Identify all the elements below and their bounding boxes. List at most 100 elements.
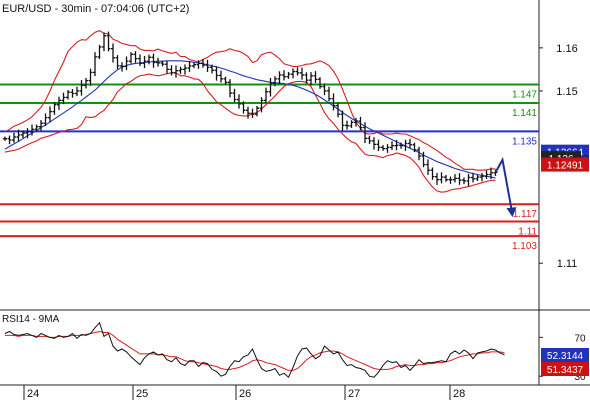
candle bbox=[277, 71, 282, 85]
candle bbox=[12, 132, 16, 143]
forecast-arrow bbox=[494, 156, 517, 218]
candle bbox=[111, 43, 115, 63]
candle bbox=[412, 142, 417, 153]
level-label: 1.147 bbox=[512, 89, 537, 100]
candle bbox=[7, 135, 12, 145]
candle bbox=[192, 62, 196, 69]
candle bbox=[268, 77, 273, 97]
candle bbox=[70, 89, 75, 98]
symbol-text: EUR/USD bbox=[2, 3, 52, 15]
badge-label: 1.12491 bbox=[547, 161, 584, 172]
price-axis-ticks: 1.16 1.15 1.11 bbox=[539, 43, 578, 270]
candle bbox=[160, 60, 165, 67]
time-text: 07:04:06 bbox=[101, 3, 144, 15]
candle bbox=[232, 88, 237, 103]
rsi-ma-line bbox=[5, 330, 505, 371]
candle bbox=[430, 167, 435, 180]
candle bbox=[318, 77, 322, 89]
candle bbox=[147, 54, 151, 65]
candle bbox=[300, 67, 304, 80]
timeframe-text: 30min bbox=[61, 3, 91, 15]
candle bbox=[349, 120, 354, 128]
badge-bg bbox=[541, 362, 589, 376]
candle bbox=[52, 102, 57, 115]
candle bbox=[129, 52, 133, 64]
candle bbox=[138, 54, 142, 67]
candle bbox=[120, 62, 124, 72]
candle bbox=[43, 113, 48, 126]
candle bbox=[124, 56, 129, 71]
candle bbox=[66, 90, 70, 100]
candle bbox=[403, 139, 408, 151]
candle bbox=[421, 151, 426, 168]
candle bbox=[255, 106, 259, 117]
price-badge-lower: 1.12491 bbox=[541, 157, 589, 172]
candle bbox=[381, 145, 385, 151]
candle bbox=[3, 136, 7, 141]
price-tick-label: 1.16 bbox=[556, 43, 577, 55]
candle bbox=[340, 110, 345, 131]
candle bbox=[322, 83, 327, 96]
candle bbox=[489, 167, 493, 180]
rsi-axis-ticks: 70 30 bbox=[539, 333, 586, 383]
candle bbox=[21, 130, 25, 139]
badge-label: 51.3437 bbox=[547, 365, 584, 376]
forecast-arrow-head bbox=[506, 207, 517, 218]
candle bbox=[115, 55, 120, 70]
candle bbox=[286, 71, 291, 79]
candle bbox=[30, 124, 34, 136]
candle bbox=[264, 87, 268, 104]
candle bbox=[439, 172, 444, 184]
candle bbox=[25, 128, 30, 139]
forecast-arrow-line bbox=[494, 156, 513, 210]
candle bbox=[394, 139, 399, 151]
candle bbox=[282, 70, 286, 81]
price-tick-label: 1.11 bbox=[557, 258, 578, 270]
title-sep-1: - bbox=[52, 3, 62, 15]
price-badges: 1.126641.12631.12491 bbox=[541, 144, 589, 172]
badge-bg bbox=[541, 157, 589, 172]
candle bbox=[453, 174, 457, 183]
rsi-badge-rsi_ma: 51.3437 bbox=[541, 362, 589, 376]
candle bbox=[223, 76, 228, 85]
candle bbox=[417, 146, 421, 161]
x-tick-label: 27 bbox=[348, 388, 360, 400]
candle bbox=[237, 94, 241, 109]
candle bbox=[448, 176, 453, 184]
rsi-title: RSI14 - 9MA bbox=[2, 314, 60, 325]
candle bbox=[39, 120, 43, 131]
tz-text: (UTC+2) bbox=[147, 3, 189, 15]
candle bbox=[228, 79, 232, 98]
candle bbox=[408, 138, 412, 149]
candle bbox=[426, 159, 430, 175]
chart-frame bbox=[0, 0, 590, 386]
moving-average bbox=[4, 60, 496, 179]
candle bbox=[133, 51, 138, 63]
candle bbox=[48, 106, 52, 123]
candle bbox=[241, 101, 246, 114]
candle bbox=[178, 66, 183, 74]
candle bbox=[79, 80, 84, 96]
candle bbox=[34, 124, 39, 132]
candle bbox=[295, 67, 300, 76]
title-sep-2: - bbox=[91, 3, 101, 15]
candle bbox=[354, 117, 358, 127]
candle bbox=[196, 60, 201, 69]
candle bbox=[462, 177, 466, 185]
candle bbox=[376, 139, 381, 152]
level-label: 1.117 bbox=[513, 209, 538, 220]
candle bbox=[93, 52, 97, 77]
candle bbox=[372, 137, 376, 150]
candle bbox=[151, 53, 156, 68]
candle bbox=[313, 71, 318, 83]
moving-average-line bbox=[4, 60, 496, 179]
candle bbox=[345, 120, 349, 130]
candle bbox=[88, 68, 93, 86]
chart-header: EUR/USD - 30min - 07:04:06 (UTC+2) bbox=[2, 3, 189, 15]
candle bbox=[205, 59, 210, 72]
bollinger-lower-line bbox=[4, 72, 496, 193]
candle bbox=[165, 61, 169, 74]
candle bbox=[273, 76, 277, 87]
x-tick-label: 25 bbox=[136, 388, 148, 400]
